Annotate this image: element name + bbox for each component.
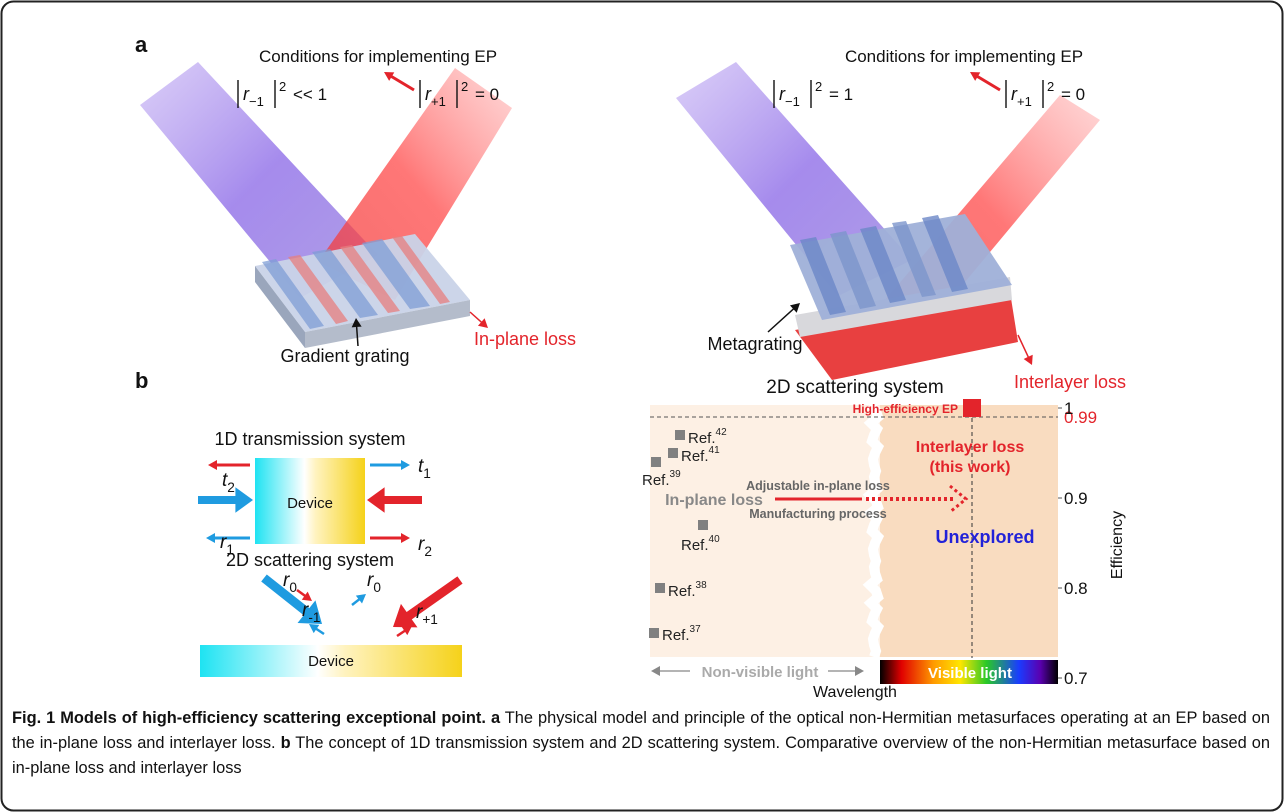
condition-formula: r−1: [243, 84, 264, 109]
condition-formula: r+1: [1011, 84, 1032, 109]
subscript: +1: [422, 612, 438, 627]
non-visible-region: [650, 405, 880, 657]
figure: a Conditions for implementing EP r−1 2 << 1 r…: [0, 0, 1284, 812]
t2-label: t2: [222, 470, 235, 495]
data-point: [668, 448, 678, 458]
arrow: [370, 460, 410, 470]
data-point: [675, 430, 685, 440]
annotation: Manufacturing process: [749, 507, 887, 521]
caption-b: b: [281, 734, 291, 752]
chart-title: 2D scattering system: [766, 377, 943, 398]
grating-label: Metagrating: [707, 334, 802, 354]
ref-number: 37: [690, 624, 702, 635]
data-point: [655, 583, 665, 593]
right-illustration: [676, 62, 1100, 380]
arrow: [828, 666, 864, 676]
arrow: [396, 626, 412, 637]
t1-label: t1: [418, 456, 431, 481]
subscript: −1: [785, 94, 800, 109]
loss-arrow: [1017, 335, 1032, 365]
data-point: [649, 628, 659, 638]
condition-heading: Conditions for implementing EP: [259, 47, 497, 66]
ref-number: 40: [709, 534, 721, 545]
ref-number: 42: [716, 427, 728, 438]
highlight-point: [963, 399, 981, 417]
r2-label: r2: [418, 534, 432, 559]
y-tick-label: 0.7: [1064, 669, 1088, 688]
ref-text: Ref.: [668, 583, 696, 600]
subscript: +1: [431, 94, 446, 109]
subscript: 2: [424, 544, 432, 559]
y-tick-label: 0.8: [1064, 579, 1088, 598]
condition-heading: Conditions for implementing EP: [845, 47, 1083, 66]
subscript: 0: [373, 580, 381, 595]
y-axis-label: Efficiency: [1109, 511, 1126, 579]
y-tick-label: 1: [1064, 399, 1073, 418]
ref-text: Ref.: [681, 448, 709, 465]
caption: Fig. 1 Models of high-efficiency scatter…: [12, 706, 1270, 781]
annotation: Unexplored: [935, 527, 1034, 547]
ref-number: 41: [709, 445, 721, 456]
device-label: Device: [287, 495, 333, 512]
ref-number: 38: [696, 580, 708, 591]
r0-label: r0: [367, 570, 381, 595]
subscript: 1: [423, 466, 431, 481]
annotation: Visible light: [928, 665, 1012, 682]
relation: << 1: [293, 85, 327, 104]
subscript: -1: [308, 610, 320, 625]
subscript: 0: [289, 580, 297, 595]
arrow: [351, 594, 366, 606]
relation: = 0: [475, 85, 499, 104]
ref-text: Ref.: [642, 472, 670, 489]
ref-text: Ref.: [681, 537, 709, 554]
subscript: −1: [249, 94, 264, 109]
grating-label: Gradient grating: [280, 346, 409, 366]
data-point: [651, 457, 661, 467]
figure-canvas: a Conditions for implementing EP r−1 2 << 1 r…: [0, 0, 1284, 812]
annotation: Interlayer loss: [916, 439, 1025, 456]
relation: = 0: [1061, 85, 1085, 104]
device-label: Device: [308, 653, 354, 670]
ref-number: 39: [670, 469, 682, 480]
annotation: (this work): [930, 459, 1011, 476]
superscript: 2: [279, 79, 286, 94]
annotation: Non-visible light: [702, 664, 819, 681]
y-tick-label: 0.9: [1064, 489, 1088, 508]
arrow: [208, 460, 250, 470]
panel-label: a: [135, 32, 148, 57]
condition-formula: r−1: [779, 84, 800, 109]
arrow: [198, 487, 253, 513]
system-title: 1D transmission system: [214, 429, 405, 449]
superscript: 2: [1047, 79, 1054, 94]
panel-label: b: [135, 368, 148, 393]
region-boundary: [870, 405, 878, 657]
grating-arrow: [767, 303, 800, 333]
annotation: Adjustable in-plane loss: [746, 479, 890, 493]
loss-label: Interlayer loss: [1014, 372, 1126, 392]
condition-arrow: [384, 72, 415, 91]
superscript: 2: [815, 79, 822, 94]
subscript: +1: [1017, 94, 1032, 109]
condition-arrow: [970, 72, 1001, 91]
subscript: 2: [227, 480, 235, 495]
loss-label: In-plane loss: [474, 329, 576, 349]
ref-text: Ref.: [662, 627, 690, 644]
relation: = 1: [829, 85, 853, 104]
arrow: [370, 533, 410, 543]
x-axis-label: Wavelength: [813, 684, 897, 701]
arrow: [367, 487, 422, 513]
arrow: [309, 624, 325, 635]
left-illustration: [140, 62, 512, 348]
caption-fig: Fig. 1: [12, 709, 55, 727]
data-point: [698, 520, 708, 530]
superscript: 2: [461, 79, 468, 94]
caption-a: a: [491, 709, 500, 727]
highlight-label: High-efficiency EP: [853, 402, 958, 416]
caption-title: Models of high-efficiency scattering exc…: [60, 709, 486, 727]
loss-arrow: [470, 311, 488, 328]
system-title: 2D scattering system: [226, 550, 394, 570]
arrow: [651, 666, 690, 676]
